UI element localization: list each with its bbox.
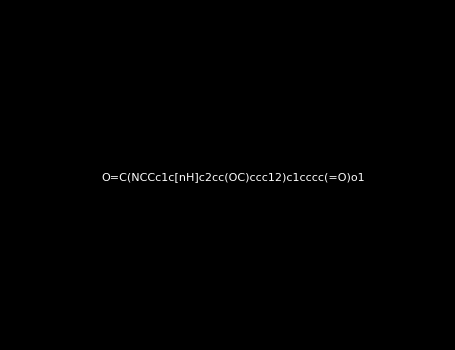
Text: O=C(NCCc1c[nH]c2cc(OC)ccc12)c1cccc(=O)o1: O=C(NCCc1c[nH]c2cc(OC)ccc12)c1cccc(=O)o1: [101, 172, 365, 182]
